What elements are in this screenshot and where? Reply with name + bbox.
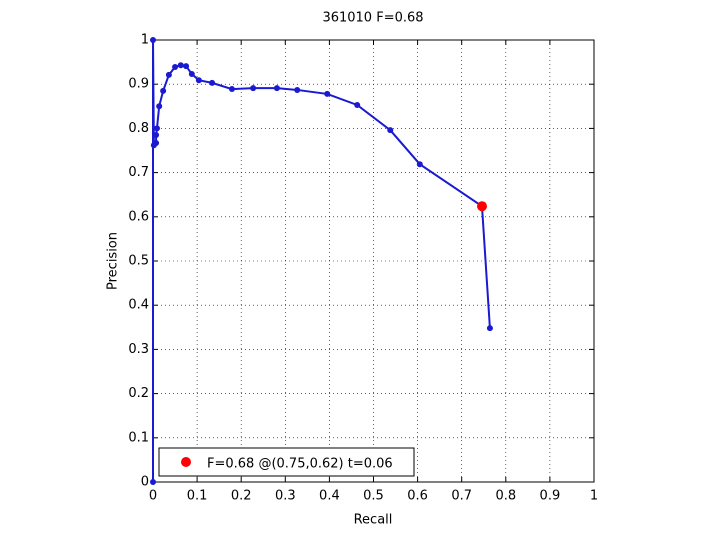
y-tick-label: 0.4 (128, 298, 149, 313)
point (177, 62, 184, 69)
point (153, 139, 160, 146)
point (228, 86, 235, 93)
x-tick-label: 0 (149, 489, 157, 504)
y-tick-label: 0.7 (128, 165, 149, 180)
y-tick-label: 0.2 (128, 386, 149, 401)
x-tick-label: 0.7 (451, 489, 472, 504)
x-tick-label: 0.8 (495, 489, 516, 504)
y-axis-label: Precision (106, 232, 121, 290)
x-tick-label: 1 (590, 489, 598, 504)
legend-box (158, 447, 415, 477)
point (324, 90, 331, 97)
x-tick-label: 0.3 (275, 489, 296, 504)
point (250, 85, 257, 92)
legend-marker (181, 457, 191, 467)
chart-title: 361010 F=0.68 (322, 11, 423, 26)
point (153, 125, 160, 132)
point (195, 77, 202, 84)
y-tick-label: 0.3 (128, 342, 149, 357)
point (160, 87, 167, 94)
y-tick-label: 0.9 (128, 77, 149, 92)
x-tick-label: 0.1 (187, 489, 208, 504)
x-tick-label: 0.4 (319, 489, 340, 504)
point (165, 71, 172, 78)
point (172, 63, 179, 70)
x-tick-label: 0.9 (540, 489, 561, 504)
y-tick-label: 0.6 (128, 209, 149, 224)
point (294, 86, 301, 93)
point (188, 71, 195, 78)
x-tick-label: 0.2 (231, 489, 252, 504)
y-tick-label: 0 (141, 475, 149, 490)
best-point (476, 201, 487, 212)
y-tick-label: 1 (141, 33, 149, 48)
point (486, 325, 493, 332)
point (387, 127, 394, 134)
point (150, 479, 156, 485)
x-tick-label: 0.6 (407, 489, 428, 504)
x-axis-label: Recall (354, 513, 393, 528)
point (183, 63, 190, 70)
y-tick-label: 0.1 (128, 430, 149, 445)
point (273, 85, 280, 92)
point (156, 103, 163, 110)
point (150, 37, 156, 43)
point (153, 132, 160, 139)
point (209, 79, 216, 86)
y-tick-label: 0.8 (128, 121, 149, 136)
y-tick-label: 0.5 (128, 254, 149, 269)
legend-label: F=0.68 @(0.75,0.62) t=0.06 (207, 457, 393, 472)
point (354, 101, 361, 108)
x-tick-label: 0.5 (363, 489, 384, 504)
point (416, 161, 423, 168)
